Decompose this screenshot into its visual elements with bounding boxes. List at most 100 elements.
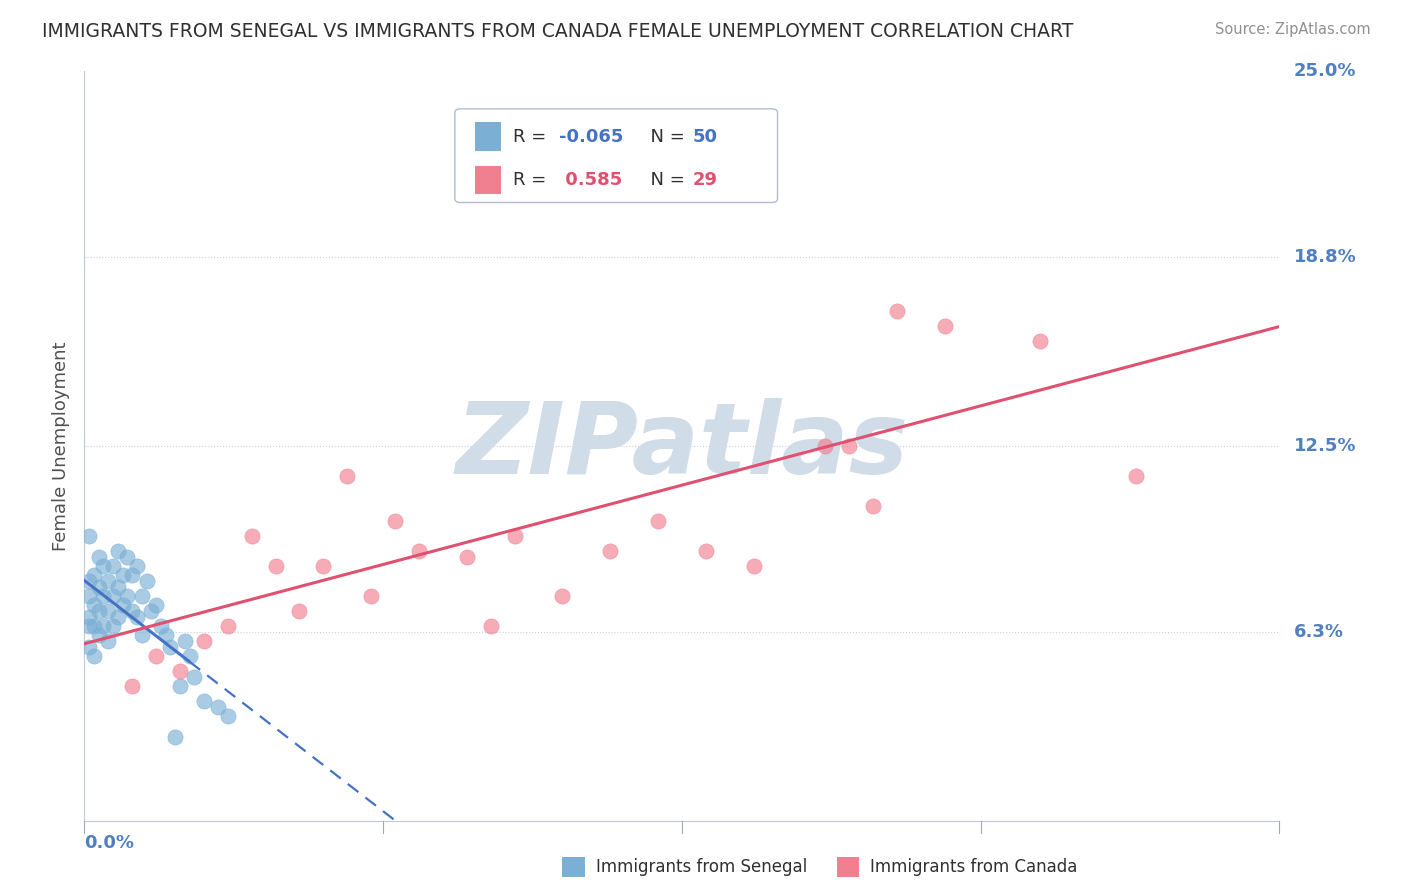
Y-axis label: Female Unemployment: Female Unemployment xyxy=(52,342,70,550)
Point xyxy=(77,574,100,588)
Text: 0.585: 0.585 xyxy=(558,170,621,189)
Point xyxy=(83,598,105,612)
Point xyxy=(107,544,129,558)
Point xyxy=(87,580,110,594)
Point xyxy=(77,619,100,633)
Text: 0.0%: 0.0% xyxy=(84,834,135,852)
Point xyxy=(107,610,129,624)
Point xyxy=(111,567,134,582)
Point xyxy=(83,567,105,582)
Text: 25.0%: 25.0% xyxy=(1294,62,1357,80)
Point xyxy=(240,529,263,543)
Text: ZIPatlas: ZIPatlas xyxy=(456,398,908,494)
Text: N =: N = xyxy=(638,170,690,189)
FancyBboxPatch shape xyxy=(456,109,778,202)
Bar xyxy=(475,166,502,194)
Point xyxy=(121,567,143,582)
Point xyxy=(101,619,124,633)
Point xyxy=(135,574,157,588)
Point xyxy=(125,610,148,624)
Point xyxy=(121,679,143,693)
Point xyxy=(169,679,191,693)
Point xyxy=(93,619,115,633)
Point xyxy=(165,730,187,744)
Point xyxy=(145,648,167,663)
Point xyxy=(87,628,110,642)
Point xyxy=(551,589,574,603)
Point xyxy=(101,589,124,603)
Point xyxy=(193,633,215,648)
Point xyxy=(886,304,908,318)
Point xyxy=(93,589,115,603)
Point xyxy=(149,619,172,633)
Point xyxy=(207,699,229,714)
Point xyxy=(77,589,100,603)
Text: IMMIGRANTS FROM SENEGAL VS IMMIGRANTS FROM CANADA FEMALE UNEMPLOYMENT CORRELATIO: IMMIGRANTS FROM SENEGAL VS IMMIGRANTS FR… xyxy=(42,22,1074,41)
Point xyxy=(87,549,110,564)
Point xyxy=(159,640,181,654)
Point xyxy=(131,628,153,642)
Point xyxy=(117,589,139,603)
Point xyxy=(183,670,205,684)
Text: 6.3%: 6.3% xyxy=(1294,623,1344,640)
Point xyxy=(101,558,124,573)
Point xyxy=(87,604,110,618)
Point xyxy=(1125,469,1147,483)
Point xyxy=(288,604,311,618)
Point xyxy=(217,619,239,633)
Text: N =: N = xyxy=(638,128,690,145)
Point xyxy=(264,558,287,573)
Point xyxy=(503,529,526,543)
Text: 50: 50 xyxy=(693,128,717,145)
Point xyxy=(179,648,201,663)
Point xyxy=(77,640,100,654)
Point xyxy=(456,549,478,564)
Text: 18.8%: 18.8% xyxy=(1294,248,1357,266)
Point xyxy=(193,694,215,708)
Point xyxy=(312,558,335,573)
Point xyxy=(97,604,120,618)
Text: Source: ZipAtlas.com: Source: ZipAtlas.com xyxy=(1215,22,1371,37)
Point xyxy=(97,574,120,588)
Text: Immigrants from Canada: Immigrants from Canada xyxy=(870,858,1077,876)
Point xyxy=(360,589,382,603)
Point xyxy=(695,544,717,558)
Point xyxy=(77,529,100,543)
Point xyxy=(384,514,406,528)
Point xyxy=(336,469,359,483)
Text: 29: 29 xyxy=(693,170,717,189)
Point xyxy=(934,319,956,334)
Point xyxy=(117,549,139,564)
Point xyxy=(97,633,120,648)
Point xyxy=(131,589,153,603)
Point xyxy=(125,558,148,573)
Point xyxy=(217,708,239,723)
Text: 12.5%: 12.5% xyxy=(1294,437,1357,455)
Text: Immigrants from Senegal: Immigrants from Senegal xyxy=(596,858,807,876)
Point xyxy=(155,628,177,642)
Text: R =: R = xyxy=(513,170,553,189)
Point xyxy=(599,544,621,558)
Point xyxy=(145,598,167,612)
Point xyxy=(647,514,669,528)
Point xyxy=(93,558,115,573)
Point xyxy=(838,439,860,453)
Bar xyxy=(475,122,502,151)
Point xyxy=(83,619,105,633)
Point xyxy=(121,604,143,618)
Text: -0.065: -0.065 xyxy=(558,128,623,145)
Point xyxy=(862,499,884,513)
Point xyxy=(111,598,134,612)
Point xyxy=(527,154,550,169)
Point xyxy=(83,648,105,663)
Point xyxy=(173,633,195,648)
Point xyxy=(141,604,163,618)
Point xyxy=(814,439,837,453)
Point xyxy=(169,664,191,678)
Point xyxy=(77,610,100,624)
Point xyxy=(107,580,129,594)
Text: R =: R = xyxy=(513,128,553,145)
Point xyxy=(1029,334,1052,348)
Point xyxy=(408,544,430,558)
Point xyxy=(742,558,765,573)
